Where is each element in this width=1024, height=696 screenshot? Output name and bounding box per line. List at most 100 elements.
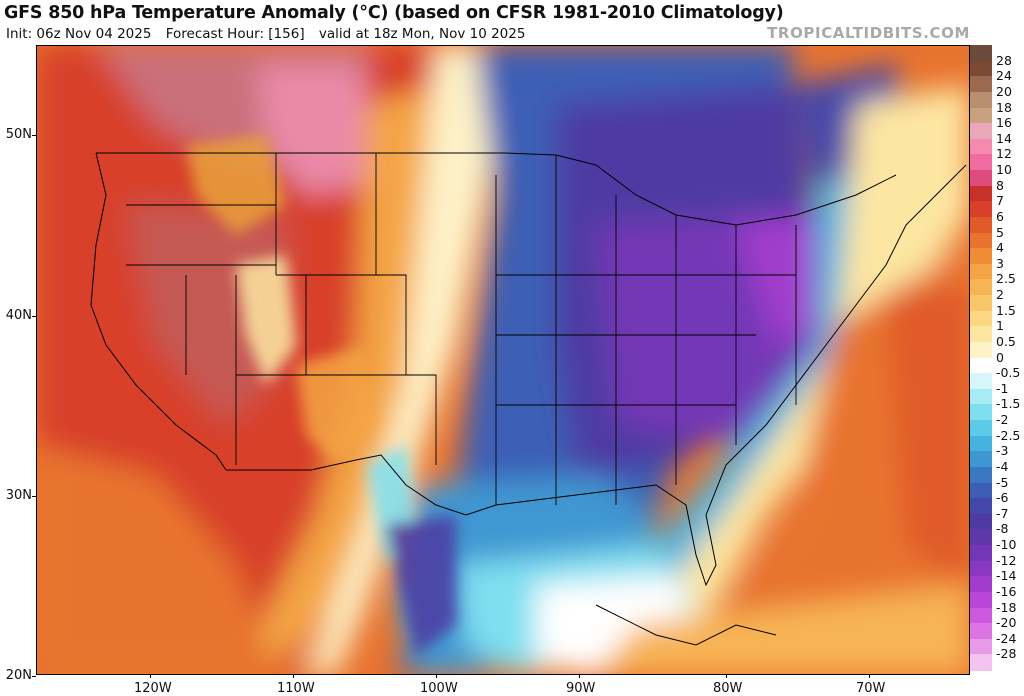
colorbar-cell: [970, 123, 992, 140]
colorbar-label: 6: [996, 208, 1004, 224]
lat-label-30n: 30N: [5, 488, 32, 503]
colorbar-cell: [970, 388, 992, 405]
colorbar-cell: [970, 529, 992, 546]
colorbar-cell: [970, 623, 992, 640]
colorbar-cell: [970, 216, 992, 233]
colorbar-label: -2.5: [996, 427, 1021, 443]
colorbar-label: 2.5: [996, 271, 1016, 287]
colorbar-label: -0.5: [996, 365, 1021, 381]
lon-tick: [579, 674, 580, 678]
colorbar-label: 14: [996, 130, 1012, 146]
colorbar-cell: [970, 654, 992, 671]
colorbar-cell: [970, 357, 992, 374]
map-title: GFS 850 hPa Temperature Anomaly (°C) (ba…: [4, 3, 784, 23]
colorbar-label: -18: [996, 599, 1017, 615]
lon-label-120w: 120W: [134, 681, 172, 696]
anomaly-field: [36, 45, 970, 675]
colorbar-cell: [970, 404, 992, 421]
colorbar-label: -28: [996, 646, 1017, 662]
map-subtitle: Init: 06z Nov 04 2025 Forecast Hour: [15…: [6, 26, 535, 42]
lat-label-50n: 50N: [5, 127, 32, 142]
lon-tick: [869, 674, 870, 678]
lat-label-20n: 20N: [5, 668, 32, 683]
colorbar-cell: [970, 591, 992, 608]
colorbar-label: 0: [996, 349, 1004, 365]
colorbar-cell: [970, 91, 992, 108]
colorbar-cell: [970, 201, 992, 218]
lat-label-40n: 40N: [5, 308, 32, 323]
lon-label-80w: 80W: [713, 681, 743, 696]
colorbar-label: -5: [996, 474, 1009, 490]
colorbar-cell: [970, 232, 992, 249]
colorbar-cell: [970, 326, 992, 343]
lon-tick: [436, 674, 437, 678]
colorbar-label: -24: [996, 630, 1017, 646]
colorbar-label: 0.5: [996, 333, 1016, 349]
colorbar-cell: [970, 420, 992, 437]
colorbar-label: 24: [996, 68, 1012, 84]
lat-tick: [32, 676, 36, 677]
colorbar-cell: [970, 545, 992, 562]
colorbar-cell: [970, 513, 992, 530]
colorbar-label: -14: [996, 568, 1017, 584]
lat-tick: [32, 135, 36, 136]
colorbar-label: 28: [996, 52, 1012, 68]
colorbar-label: 1: [996, 318, 1004, 334]
lon-label-110w: 110W: [277, 681, 315, 696]
colorbar-cell: [970, 154, 992, 171]
colorbar-cell: [970, 295, 992, 312]
colorbar-label: 16: [996, 115, 1012, 131]
colorbar-label: -7: [996, 505, 1009, 521]
colorbar-cell: [970, 607, 992, 624]
colorbar-cell: [970, 310, 992, 327]
lat-tick: [32, 316, 36, 317]
colorbar-cell: [970, 76, 992, 93]
anomaly-map: [36, 45, 970, 675]
colorbar-label: 5: [996, 224, 1004, 240]
colorbar-cell: [970, 248, 992, 265]
colorbar-cell: [970, 466, 992, 483]
colorbar-cell: [970, 45, 992, 61]
colorbar-cell: [970, 435, 992, 452]
colorbar-label: 4: [996, 240, 1004, 256]
colorbar-cell: [970, 451, 992, 468]
colorbar-label: 20: [996, 83, 1012, 99]
colorbar: [970, 45, 992, 671]
lon-label-100w: 100W: [420, 681, 458, 696]
colorbar-label: -4: [996, 458, 1009, 474]
colorbar-cell: [970, 107, 992, 124]
colorbar-cell: [970, 638, 992, 655]
boundaries: [90, 152, 967, 646]
colorbar-label: -8: [996, 521, 1009, 537]
colorbar-label: -1: [996, 380, 1009, 396]
lon-label-70w: 70W: [856, 681, 886, 696]
colorbar-label: 2: [996, 287, 1004, 302]
colorbar-label: -16: [996, 583, 1017, 599]
colorbar-label: 7: [996, 193, 1004, 209]
colorbar-label: 12: [996, 146, 1012, 162]
colorbar-label: 10: [996, 162, 1012, 177]
colorbar-label: 3: [996, 255, 1004, 271]
colorbar-label: -20: [996, 615, 1017, 631]
colorbar-cell: [970, 60, 992, 77]
lon-tick: [150, 674, 151, 678]
colorbar-cell: [970, 263, 992, 280]
colorbar-cell: [970, 482, 992, 499]
colorbar-cell: [970, 373, 992, 390]
colorbar-cell: [970, 341, 992, 358]
colorbar-cell: [970, 498, 992, 515]
colorbar-label: 18: [996, 99, 1012, 115]
colorbar-label: -1.5: [996, 396, 1021, 412]
lat-tick: [32, 496, 36, 497]
colorbar-label: 8: [996, 177, 1004, 193]
colorbar-label: 1.5: [996, 302, 1016, 318]
init-time: Init: 06z Nov 04 2025: [6, 26, 152, 42]
colorbar-cell: [970, 138, 992, 155]
colorbar-label: -10: [996, 537, 1017, 552]
colorbar-label: -6: [996, 490, 1009, 506]
colorbar-cell: [970, 170, 992, 187]
brand-watermark: TROPICALTIDBITS.COM: [767, 24, 970, 42]
colorbar-cell: [970, 279, 992, 296]
colorbar-cell: [970, 560, 992, 577]
lon-tick: [726, 674, 727, 678]
